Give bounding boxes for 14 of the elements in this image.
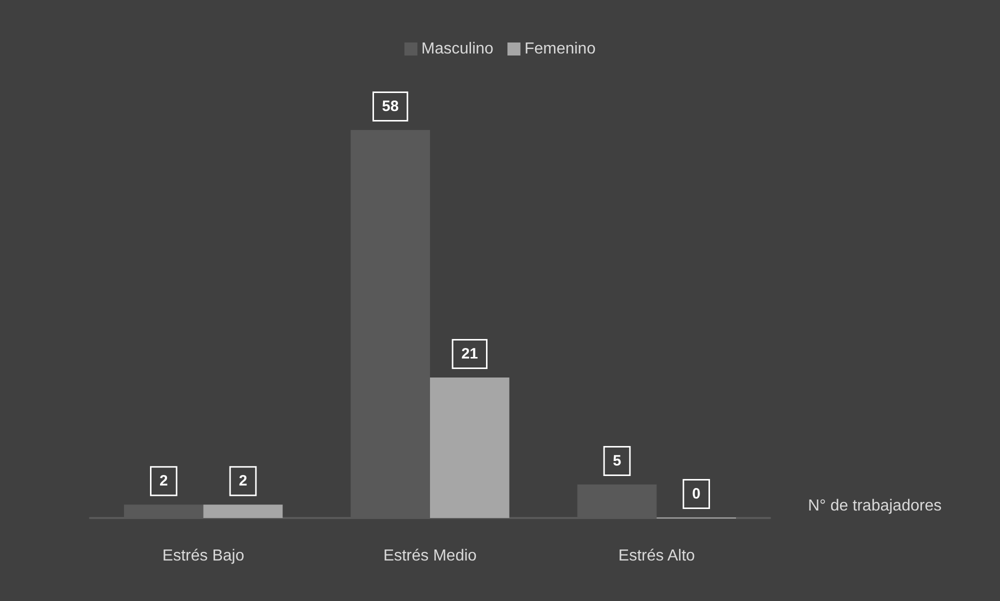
data-label: 2: [159, 472, 168, 490]
legend-label: Femenino: [524, 40, 596, 58]
x-tick-label: Estrés Medio: [383, 548, 477, 564]
legend-label: Masculino: [421, 40, 494, 58]
data-label: 21: [461, 346, 478, 363]
data-label: 5: [612, 452, 622, 470]
data-label: 0: [692, 486, 701, 502]
data-label: 58: [382, 98, 399, 115]
text: N° de trabajadores: [808, 498, 942, 514]
x-tick-label: Estrés Alto: [618, 548, 696, 564]
data-label: 2: [238, 472, 248, 490]
bar: [430, 378, 510, 518]
x-tick-label: Estrés Bajo: [162, 548, 244, 564]
bar: [203, 504, 283, 518]
